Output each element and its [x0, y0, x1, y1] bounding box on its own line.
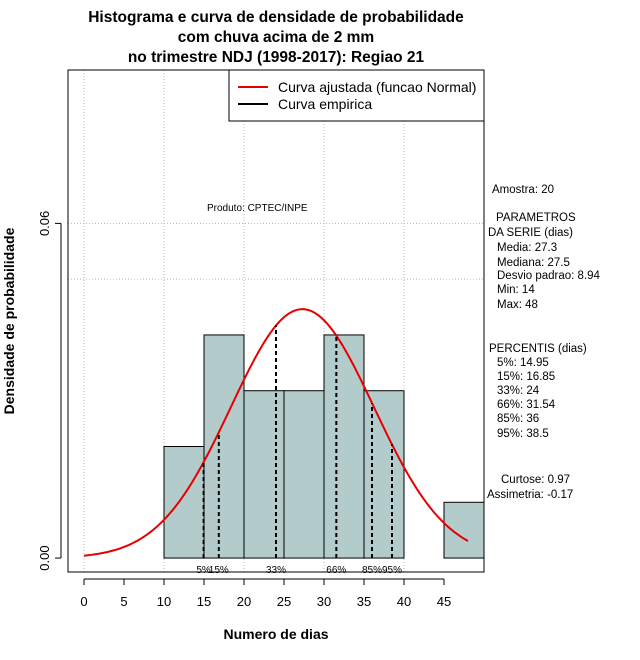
- product-annotation: Produto: CPTEC/INPE: [207, 203, 308, 214]
- x-tick-label-5: 5: [120, 594, 127, 609]
- percentile-labels: 5%15% 33% 66% 85% 95%: [196, 565, 402, 576]
- histogram-bar-15-20: [203, 334, 245, 559]
- y-axis: 0.00 0.06: [37, 211, 62, 571]
- percentile-85: 85%: 36: [497, 413, 539, 425]
- title-line-1: Histograma e curva de densidade de proba…: [88, 9, 464, 26]
- percentile-15: 15%: 16.85: [497, 371, 555, 383]
- stats-panel: Amostra: 20 PARAMETROS DA SERIE (dias) M…: [487, 184, 601, 501]
- x-tick-label-45: 45: [437, 594, 451, 609]
- parameters-title: PARAMETROS: [496, 212, 576, 224]
- percentile-label-33: 33%: [266, 565, 286, 576]
- param-median: Mediana: 27.5: [497, 257, 570, 269]
- percentiles-title: PERCENTIS (dias): [489, 343, 587, 355]
- legend-label-empirical: Curva empirica: [278, 96, 372, 112]
- percentile-lines: [202, 325, 393, 559]
- y-tick-label-1: 0.06: [37, 211, 52, 236]
- percentile-label-15: 15%: [209, 565, 229, 576]
- param-max: Max: 48: [497, 299, 538, 311]
- percentile-label-5: 5%: [196, 565, 211, 576]
- histogram-bar-25-30: [283, 390, 325, 559]
- legend-box: [228, 69, 485, 122]
- legend-label-fitted: Curva ajustada (funcao Normal): [278, 79, 476, 95]
- percentile-66: 66%: 31.54: [497, 399, 556, 411]
- histogram-bar-20-25: [243, 390, 285, 559]
- x-tick-label-15: 15: [197, 594, 211, 609]
- x-tick-label-10: 10: [157, 594, 171, 609]
- percentile-5: 5%: 14.95: [497, 357, 549, 369]
- y-tick-label-0: 0.00: [37, 545, 52, 570]
- param-min: Min: 14: [497, 284, 535, 296]
- x-tick-label-0: 0: [80, 594, 87, 609]
- x-tick-label-20: 20: [237, 594, 251, 609]
- histogram-bar-35-40: [363, 390, 405, 559]
- skewness: Assimetria: -0.17: [487, 489, 573, 501]
- parameters-subtitle: DA SERIE (dias): [488, 227, 573, 239]
- sample-size: Amostra: 20: [492, 184, 554, 196]
- x-tick-label-30: 30: [317, 594, 331, 609]
- x-axis: 0 5 10 15 20 25 30 35 40 45: [80, 578, 451, 609]
- histogram-bar-10-15: [163, 446, 205, 559]
- percentile-95: 95%: 38.5: [497, 428, 549, 440]
- histogram-bars: [163, 334, 485, 559]
- histogram-bar-45-50: [443, 501, 485, 559]
- title-line-2: com chuva acima de 2 mm: [178, 29, 374, 46]
- chart-title: Histograma e curva de densidade de proba…: [88, 9, 464, 66]
- x-tick-label-25: 25: [277, 594, 291, 609]
- param-mean: Media: 27.3: [497, 242, 557, 254]
- histogram-bar-30-35: [323, 334, 365, 559]
- title-line-3: no trimestre NDJ (1998-2017): Regiao 21: [128, 49, 425, 66]
- legend: Curva ajustada (funcao Normal) Curva emp…: [228, 69, 485, 122]
- grid-lines: [68, 70, 484, 572]
- fitted-normal-curve: [83, 308, 469, 557]
- y-axis-title: Densidade de probabilidade: [1, 227, 17, 414]
- kurtosis: Curtose: 0.97: [501, 474, 570, 486]
- percentile-33: 33%: 24: [497, 385, 540, 397]
- param-std-dev: Desvio padrao: 8.94: [497, 270, 601, 282]
- percentile-label-66: 66%: [326, 565, 346, 576]
- x-tick-label-40: 40: [397, 594, 411, 609]
- x-tick-label-35: 35: [357, 594, 371, 609]
- x-axis-title: Numero de dias: [223, 626, 328, 642]
- percentile-label-95: 95%: [382, 565, 402, 576]
- percentile-label-85: 85%: [362, 565, 382, 576]
